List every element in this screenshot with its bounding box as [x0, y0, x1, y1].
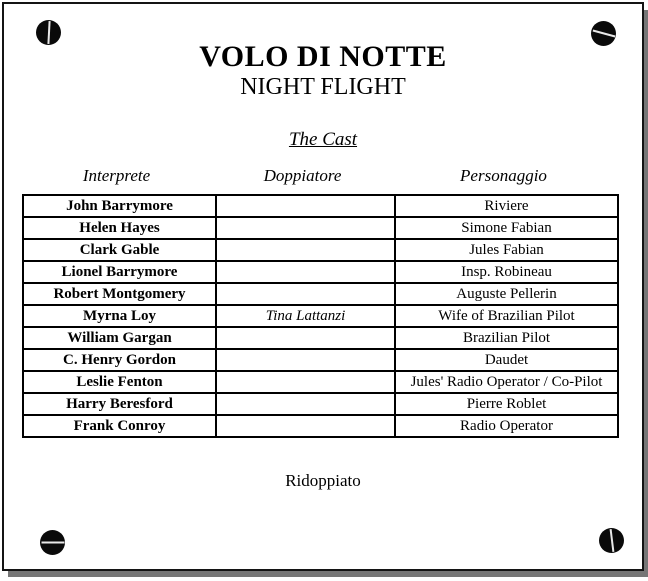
- cast-cell-interprete: Myrna Loy: [22, 303, 217, 328]
- cast-cell-personaggio: Jules Fabian: [394, 237, 619, 262]
- screw-slot: [609, 528, 614, 553]
- screw-top-left-icon: [36, 20, 61, 45]
- table-row: Harry Beresford Pierre Roblet: [22, 391, 619, 416]
- page-title: VOLO DI NOTTE: [199, 40, 447, 73]
- cast-cell-interprete: Frank Conroy: [22, 413, 217, 438]
- cast-cell-interprete: Clark Gable: [22, 237, 217, 262]
- cast-cell-doppiatore: [215, 347, 396, 372]
- column-header-personaggio: Personaggio: [460, 166, 547, 186]
- cast-cell-doppiatore: Tina Lattanzi: [215, 303, 396, 328]
- cast-cell-personaggio: Wife of Brazilian Pilot: [394, 303, 619, 328]
- document-page: VOLO DI NOTTE NIGHT FLIGHT The Cast Inte…: [2, 2, 644, 571]
- table-row: John Barrymore Riviere: [22, 193, 619, 218]
- table-row: Clark Gable Jules Fabian: [22, 237, 619, 262]
- cast-cell-doppiatore: [215, 281, 396, 306]
- cast-cell-personaggio: Riviere: [394, 193, 619, 218]
- table-row: Leslie Fenton Jules' Radio Operator / Co-…: [22, 369, 619, 394]
- cast-cell-personaggio: Radio Operator: [394, 413, 619, 438]
- cast-cell-personaggio: Brazilian Pilot: [394, 325, 619, 350]
- table-row: William Gargan Brazilian Pilot: [22, 325, 619, 350]
- screw-bottom-right-icon: [599, 528, 624, 553]
- table-row: Lionel Barrymore Insp. Robineau: [22, 259, 619, 284]
- table-row: Helen Hayes Simone Fabian: [22, 215, 619, 240]
- cast-cell-interprete: Robert Montgomery: [22, 281, 217, 306]
- cast-cell-doppiatore: [215, 237, 396, 262]
- cast-cell-doppiatore: [215, 193, 396, 218]
- column-header-interprete: Interprete: [82, 166, 151, 186]
- cast-cell-doppiatore: [215, 369, 396, 394]
- cast-cell-interprete: Helen Hayes: [22, 215, 217, 240]
- cast-table: John Barrymore Riviere Helen Hayes Simone F…: [22, 193, 619, 438]
- table-row: Frank Conroy Radio Operator: [22, 413, 619, 438]
- page-content: VOLO DI NOTTE NIGHT FLIGHT The Cast Inte…: [4, 4, 642, 491]
- table-row: Robert Montgomery Auguste Pellerin: [22, 281, 619, 306]
- cast-cell-doppiatore: [215, 391, 396, 416]
- cast-cell-doppiatore: [215, 325, 396, 350]
- cast-cell-personaggio: Insp. Robineau: [394, 259, 619, 284]
- column-header-doppiatore: Doppiatore: [263, 166, 342, 186]
- footer-note: Ridoppiato: [285, 470, 361, 490]
- page-subtitle: NIGHT FLIGHT: [240, 74, 406, 100]
- cast-section-heading: The Cast: [288, 128, 358, 150]
- screw-bottom-left-icon: [40, 530, 65, 555]
- cast-cell-interprete: Lionel Barrymore: [22, 259, 217, 284]
- cast-cell-doppiatore: [215, 413, 396, 438]
- cast-cell-personaggio: Auguste Pellerin: [394, 281, 619, 306]
- cast-cell-interprete: Leslie Fenton: [22, 369, 217, 394]
- cast-cell-personaggio: Simone Fabian: [394, 215, 619, 240]
- cast-cell-interprete: Harry Beresford: [22, 391, 217, 416]
- cast-cell-interprete: John Barrymore: [22, 193, 217, 218]
- cast-table-body: John Barrymore Riviere Helen Hayes Simone F…: [22, 193, 619, 438]
- cast-cell-doppiatore: [215, 259, 396, 284]
- screw-slot: [41, 541, 64, 544]
- cast-cell-personaggio: Pierre Roblet: [394, 391, 619, 416]
- cast-cell-personaggio: Daudet: [394, 347, 619, 372]
- cast-cell-interprete: C. Henry Gordon: [22, 347, 217, 372]
- table-row: C. Henry Gordon Daudet: [22, 347, 619, 372]
- cast-cell-personaggio: Jules' Radio Operator / Co-Pilot: [394, 369, 619, 394]
- cast-cell-interprete: William Gargan: [22, 325, 217, 350]
- table-column-headers: Interprete Doppiatore Personaggio: [20, 166, 615, 186]
- screw-top-right-icon: [591, 21, 616, 46]
- table-row: Myrna Loy Tina Lattanzi Wife of Brazilian …: [22, 303, 619, 328]
- cast-cell-doppiatore: [215, 215, 396, 240]
